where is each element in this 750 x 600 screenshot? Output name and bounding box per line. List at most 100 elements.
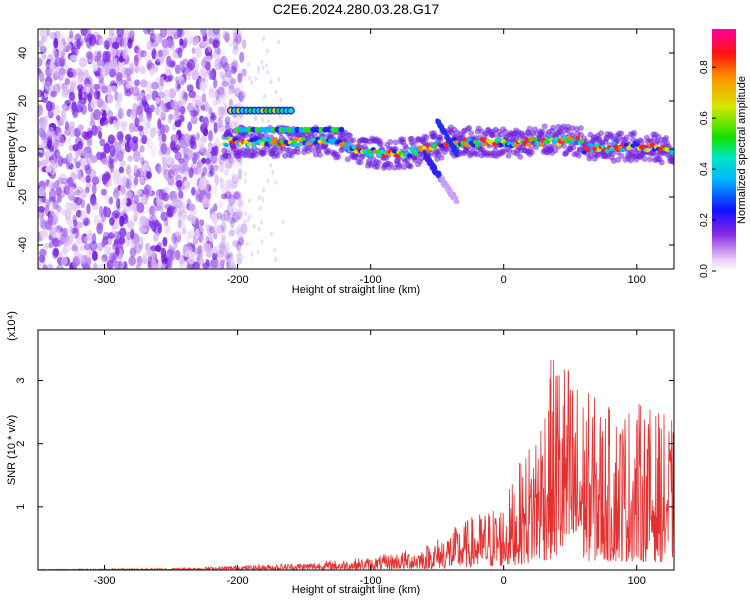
noise-blob bbox=[105, 59, 111, 72]
snr-series bbox=[38, 359, 674, 570]
noise-blob bbox=[207, 171, 213, 178]
noise-blob bbox=[240, 223, 248, 235]
band-blob bbox=[259, 141, 266, 146]
noise-blob bbox=[45, 166, 52, 173]
noise-blob bbox=[59, 68, 66, 81]
band-blob bbox=[394, 153, 400, 158]
noise-blob bbox=[46, 29, 51, 37]
noise-blob bbox=[212, 29, 220, 35]
noise-blob bbox=[75, 161, 81, 169]
noise-blob bbox=[146, 137, 153, 150]
band-blob bbox=[521, 140, 528, 146]
fork-blob bbox=[452, 146, 457, 151]
noise-blob bbox=[148, 205, 156, 217]
noise-blob bbox=[214, 174, 219, 186]
noise-blob bbox=[101, 83, 108, 96]
noise-blob bbox=[195, 188, 203, 200]
noise-blob bbox=[136, 47, 143, 57]
noise-blob bbox=[191, 98, 197, 108]
colorbar-tick-label: 0.0 bbox=[699, 264, 710, 278]
noise-blob bbox=[228, 81, 234, 90]
noise-blob bbox=[230, 218, 235, 229]
noise-blob bbox=[235, 35, 242, 45]
noise-blob bbox=[220, 213, 226, 222]
spectrogram-ylabel: Frequency (Hz) bbox=[6, 112, 18, 188]
noise-blob bbox=[134, 79, 140, 87]
noise-blob bbox=[119, 215, 125, 227]
noise-blob bbox=[144, 123, 149, 135]
noise-blob bbox=[223, 62, 229, 71]
noise-blob bbox=[128, 255, 137, 267]
noise-blob bbox=[116, 197, 121, 209]
noise-blob bbox=[160, 100, 165, 112]
noise-blob bbox=[237, 210, 243, 220]
noise-blob bbox=[82, 217, 91, 226]
noise-blob bbox=[195, 227, 200, 240]
noise-blob bbox=[223, 169, 230, 176]
tail-blob bbox=[447, 188, 452, 193]
noise-blob bbox=[221, 221, 227, 234]
noise-blob bbox=[185, 263, 193, 269]
noise-blob bbox=[227, 78, 235, 86]
colorbar-axes: 0.0 0.2 0.4 0.6 0.8 bbox=[699, 60, 716, 278]
noise-speck bbox=[243, 178, 247, 184]
noise-blob bbox=[219, 178, 225, 190]
snr-ylabel: SNR (10 * v/v) bbox=[6, 415, 18, 485]
noise-blob bbox=[229, 226, 235, 236]
noise-blob bbox=[114, 230, 120, 243]
noise-blob bbox=[226, 184, 234, 195]
noise-blob bbox=[40, 229, 49, 239]
noise-blob bbox=[134, 66, 139, 74]
noise-blob bbox=[106, 92, 114, 104]
noise-blob bbox=[49, 227, 57, 235]
noise-blob bbox=[211, 212, 219, 224]
noise-blob bbox=[188, 90, 197, 99]
noise-blob bbox=[133, 194, 140, 205]
noise-blob bbox=[160, 211, 168, 222]
noise-blob bbox=[94, 70, 101, 78]
snr-ytick-label: 3 bbox=[15, 377, 27, 383]
band-blob bbox=[251, 142, 257, 147]
noise-blob bbox=[241, 39, 247, 49]
noise-blob bbox=[83, 151, 90, 158]
band-blob bbox=[575, 135, 581, 141]
noise-blob bbox=[58, 155, 63, 167]
noise-blob bbox=[217, 105, 225, 115]
noise-blob bbox=[202, 166, 208, 176]
noise-blob bbox=[131, 213, 138, 220]
noise-blob bbox=[237, 114, 244, 121]
noise-blob bbox=[139, 226, 148, 234]
noise-blob bbox=[107, 134, 115, 145]
noise-blob bbox=[207, 130, 215, 142]
noise-blob bbox=[207, 143, 212, 153]
band-halo bbox=[438, 154, 445, 161]
noise-blob bbox=[155, 106, 160, 116]
noise-blob bbox=[118, 236, 126, 245]
band-halo bbox=[309, 146, 316, 153]
noise-blob bbox=[79, 245, 87, 252]
noise-blob bbox=[224, 179, 232, 191]
band-blob bbox=[613, 144, 619, 149]
band-blob bbox=[553, 136, 559, 142]
noise-blob bbox=[229, 65, 238, 74]
noise-blob bbox=[191, 47, 196, 54]
noise-blob bbox=[115, 71, 123, 82]
noise-blob bbox=[110, 85, 118, 93]
noise-blob bbox=[145, 107, 153, 115]
noise-blob bbox=[41, 49, 47, 61]
noise-blob bbox=[101, 173, 108, 185]
noise-blob bbox=[155, 58, 161, 66]
noise-blob bbox=[49, 31, 57, 40]
noise-blob bbox=[229, 78, 237, 85]
noise-speck bbox=[270, 231, 274, 237]
noise-blob bbox=[213, 78, 218, 89]
noise-speck bbox=[279, 97, 283, 103]
band-blob bbox=[532, 136, 538, 142]
band-halo bbox=[658, 159, 665, 166]
noise-blob bbox=[166, 55, 172, 67]
noise-blob bbox=[39, 217, 46, 229]
noise-blob bbox=[212, 224, 219, 235]
noise-blob bbox=[129, 247, 137, 257]
band-blob bbox=[460, 141, 466, 146]
noise-blob bbox=[231, 174, 240, 184]
